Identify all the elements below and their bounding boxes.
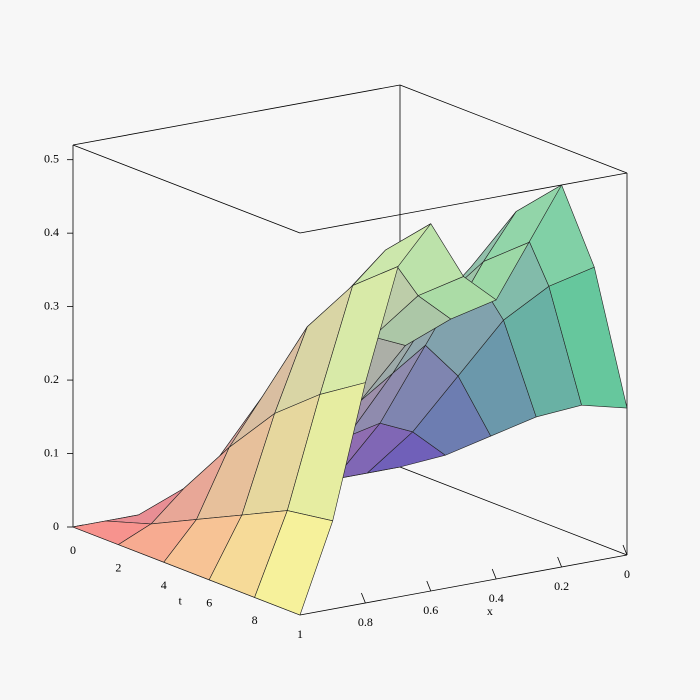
z-tick-label: 0.2 xyxy=(44,372,59,386)
box-edge xyxy=(299,554,628,616)
x-tick xyxy=(557,556,562,568)
x-tick xyxy=(426,580,432,592)
x-tick xyxy=(491,568,497,580)
x-tick-label: 0.8 xyxy=(358,615,373,629)
surface-patch xyxy=(254,510,334,616)
t-tick-label: 6 xyxy=(206,596,212,610)
x-tick-label: 1 xyxy=(297,627,303,641)
t-tick-label: 8 xyxy=(252,613,258,627)
t-tick-label: 4 xyxy=(161,578,167,592)
x-tick-label: 0.2 xyxy=(554,579,569,593)
x-tick-label: 0.6 xyxy=(423,603,438,617)
z-tick-label: 0.3 xyxy=(44,298,59,312)
x-tick-label: 0.4 xyxy=(489,591,504,605)
x-tick xyxy=(622,544,628,556)
box-edge xyxy=(72,84,401,146)
t-axis-label: t xyxy=(178,593,182,607)
box-edge xyxy=(399,84,628,174)
x-axis-label: x xyxy=(487,604,493,618)
t-tick-label: 0 xyxy=(70,543,76,557)
t-tick-label: 2 xyxy=(115,560,121,574)
z-tick-label: 0 xyxy=(53,519,59,533)
box-edge xyxy=(399,466,628,556)
z-tick-label: 0.4 xyxy=(44,225,59,239)
box-edge xyxy=(299,172,628,234)
box-edge xyxy=(72,144,301,234)
z-tick-label: 0.1 xyxy=(44,445,59,459)
z-tick-label: 0.5 xyxy=(44,151,59,165)
x-tick-label: 0 xyxy=(624,567,630,581)
x-tick xyxy=(361,592,366,604)
